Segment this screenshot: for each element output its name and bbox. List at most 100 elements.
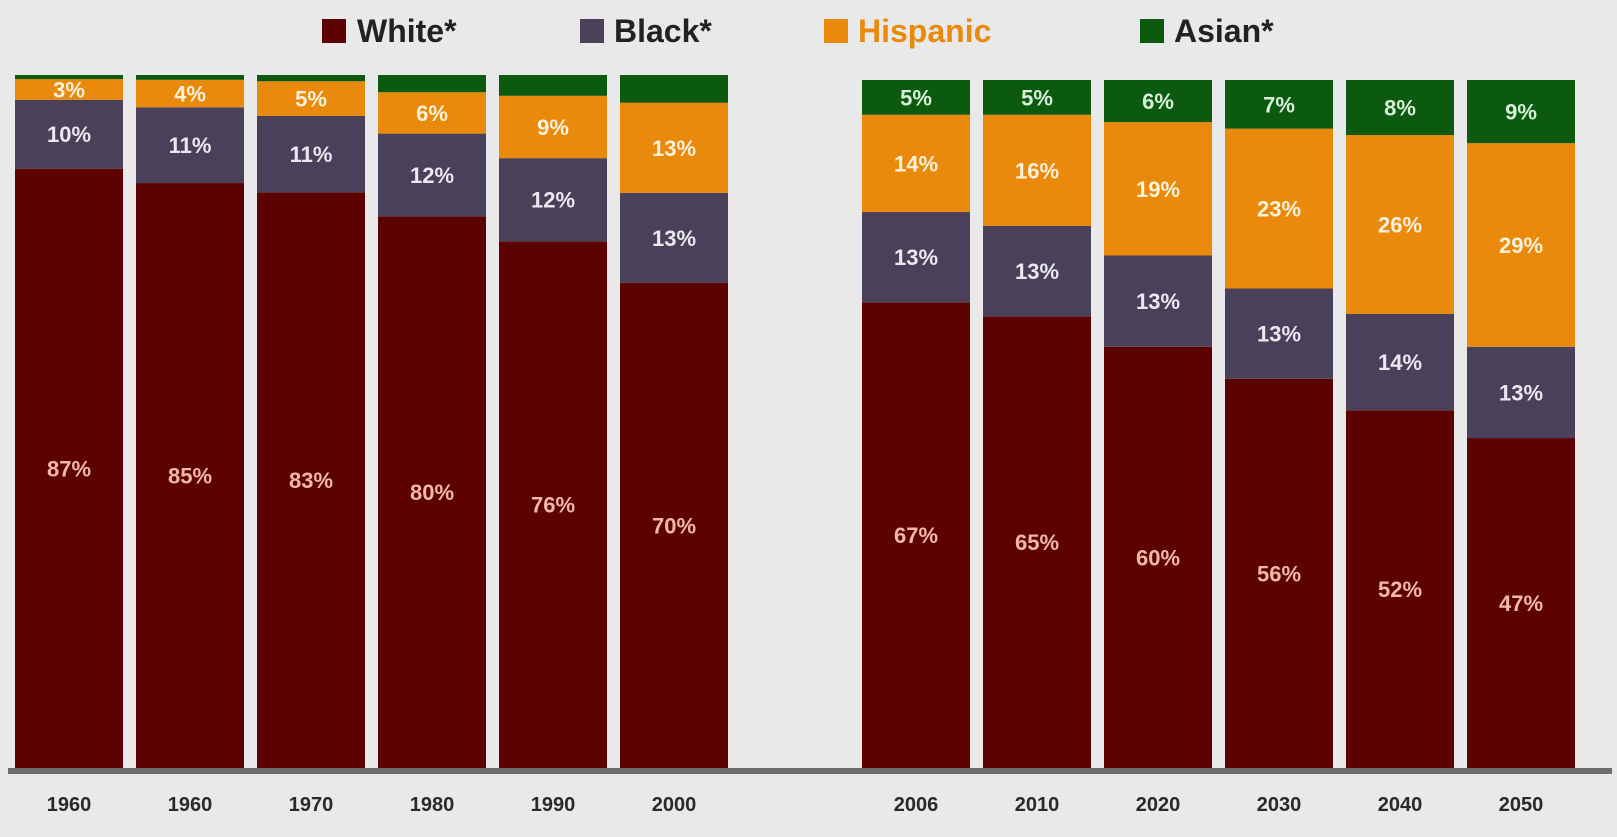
bar-segment-black-1970 — [257, 115, 365, 193]
data-label-white-1970: 83% — [289, 468, 333, 493]
data-label-white-2006: 67% — [894, 523, 938, 548]
bar-1990-4: 76% 12% 9% — [499, 75, 607, 768]
data-label-black-2050: 13% — [1499, 380, 1543, 405]
data-label-black-1970: 11% — [290, 142, 333, 167]
bar-segment-asian-2010 — [983, 80, 1091, 115]
bar-segment-black-1960 — [15, 99, 123, 169]
data-label-hispanic-2050: 29% — [1499, 233, 1543, 258]
x-axis-ticks: 1960 1960 1970 1980 1990 2000 2006 2010 2020 2030… — [47, 794, 1544, 816]
x-tick-label-2020-8: 2020 — [1136, 794, 1181, 816]
bar-segment-hispanic-1980 — [378, 92, 486, 134]
bar-segment-white-1970 — [257, 192, 365, 768]
legend-swatch-hispanic — [824, 19, 848, 43]
bar-segment-asian-2040 — [1346, 80, 1454, 136]
legend-swatch-asian — [1140, 19, 1164, 43]
bar-area: 87% 10% 3% 85% 11% 4% 83% 11% 5% 80% 12% 6% 76% 12% 9%… — [15, 75, 1575, 769]
data-label-hispanic-1980: 6% — [416, 101, 448, 126]
data-label-white-2030: 56% — [1257, 561, 1301, 586]
data-label-white-2040: 52% — [1378, 577, 1422, 602]
legend-swatch-black — [580, 19, 604, 43]
bar-segment-white-2006 — [862, 302, 970, 768]
bar-segment-hispanic-2020 — [1104, 122, 1212, 256]
bar-segment-hispanic-2040 — [1346, 135, 1454, 314]
bar-2006-6: 67% 13% 14% 5% — [862, 80, 970, 768]
data-label-hispanic-1960: 4% — [174, 82, 206, 107]
bar-segment-asian-1990 — [499, 75, 607, 96]
x-tick-label-1970-2: 1970 — [289, 794, 334, 816]
bar-segment-black-2050 — [1467, 346, 1575, 439]
bar-segment-asian-2030 — [1225, 80, 1333, 129]
bar-1960-1: 85% 11% 4% — [136, 75, 244, 769]
legend-swatch-white — [322, 19, 346, 43]
bar-2000-5: 70% 13% 13% — [620, 75, 728, 768]
bar-segment-hispanic-2050 — [1467, 143, 1575, 347]
data-label-black-2030: 13% — [1257, 322, 1301, 347]
bar-segment-asian-1970 — [257, 75, 365, 82]
bar-segment-white-2030 — [1225, 378, 1333, 768]
bar-segment-black-1960 — [136, 107, 244, 184]
legend-label-white: White* — [357, 13, 457, 49]
data-label-white-2000: 70% — [652, 513, 696, 538]
bar-segment-asian-2006 — [862, 80, 970, 115]
bar-2050-11: 47% 13% 29% 9% — [1467, 80, 1575, 768]
x-tick-label-2050-11: 2050 — [1499, 794, 1544, 816]
bar-segment-black-2040 — [1346, 313, 1454, 411]
bar-segment-black-2006 — [862, 212, 970, 303]
bar-segment-asian-2000 — [620, 75, 728, 103]
bar-segment-hispanic-2006 — [862, 114, 970, 213]
bar-segment-black-2010 — [983, 225, 1091, 317]
bar-segment-black-2030 — [1225, 288, 1333, 379]
data-label-hispanic-2020: 19% — [1136, 177, 1180, 202]
bar-segment-white-1960 — [15, 168, 123, 768]
data-label-asian-2050: 9% — [1505, 100, 1537, 125]
bar-segment-asian-1960 — [136, 75, 244, 80]
data-label-hispanic-1970: 5% — [295, 87, 327, 112]
x-tick-label-2006-6: 2006 — [894, 794, 939, 816]
data-label-white-2020: 60% — [1136, 545, 1180, 570]
bar-segment-white-2050 — [1467, 438, 1575, 768]
bar-segment-black-2000 — [620, 192, 728, 283]
bar-segment-asian-1960 — [15, 75, 123, 80]
legend-item-hispanic: Hispanic — [824, 13, 991, 49]
data-label-white-2010: 65% — [1015, 530, 1059, 555]
data-label-white-1960: 87% — [47, 456, 91, 481]
data-label-asian-2030: 7% — [1263, 92, 1295, 117]
x-tick-label-2030-9: 2030 — [1257, 794, 1302, 816]
x-tick-label-1960-1: 1960 — [168, 794, 213, 816]
bar-segment-asian-1980 — [378, 75, 486, 93]
x-tick-label-1980-3: 1980 — [410, 794, 455, 816]
data-label-hispanic-2040: 26% — [1378, 212, 1422, 237]
bar-segment-white-2020 — [1104, 346, 1212, 768]
data-label-black-2040: 14% — [1378, 350, 1422, 375]
bar-segment-white-1960 — [136, 183, 244, 769]
data-label-black-1960: 11% — [169, 133, 212, 158]
bar-2040-10: 52% 14% 26% 8% — [1346, 80, 1454, 768]
data-label-asian-2040: 8% — [1384, 96, 1416, 121]
bar-segment-hispanic-1970 — [257, 81, 365, 116]
bar-1960-0: 87% 10% 3% — [15, 75, 123, 768]
data-label-black-1960: 10% — [47, 122, 91, 147]
bar-segment-asian-2050 — [1467, 80, 1575, 144]
bar-segment-hispanic-1960 — [136, 79, 244, 108]
legend-item-asian: Asian* — [1140, 13, 1274, 49]
bar-segment-hispanic-1960 — [15, 79, 123, 100]
data-label-asian-2020: 6% — [1142, 89, 1174, 114]
bar-segment-hispanic-2010 — [983, 114, 1091, 226]
bar-2010-7: 65% 13% 16% 5% — [983, 80, 1091, 768]
legend-label-black: Black* — [614, 13, 712, 49]
data-label-black-2020: 13% — [1136, 289, 1180, 314]
x-tick-label-2010-7: 2010 — [1015, 794, 1060, 816]
legend-label-hispanic: Hispanic — [858, 13, 991, 49]
bar-segment-black-1990 — [499, 158, 607, 242]
data-label-hispanic-2010: 16% — [1015, 158, 1059, 183]
bar-segment-white-2040 — [1346, 410, 1454, 768]
bar-1980-3: 80% 12% 6% — [378, 75, 486, 768]
data-label-black-2010: 13% — [1015, 259, 1059, 284]
data-label-asian-2010: 5% — [1021, 85, 1053, 110]
data-label-hispanic-1960: 3% — [53, 77, 85, 102]
data-label-white-1990: 76% — [531, 493, 575, 518]
data-label-hispanic-2030: 23% — [1257, 197, 1301, 222]
bar-segment-black-2020 — [1104, 255, 1212, 347]
